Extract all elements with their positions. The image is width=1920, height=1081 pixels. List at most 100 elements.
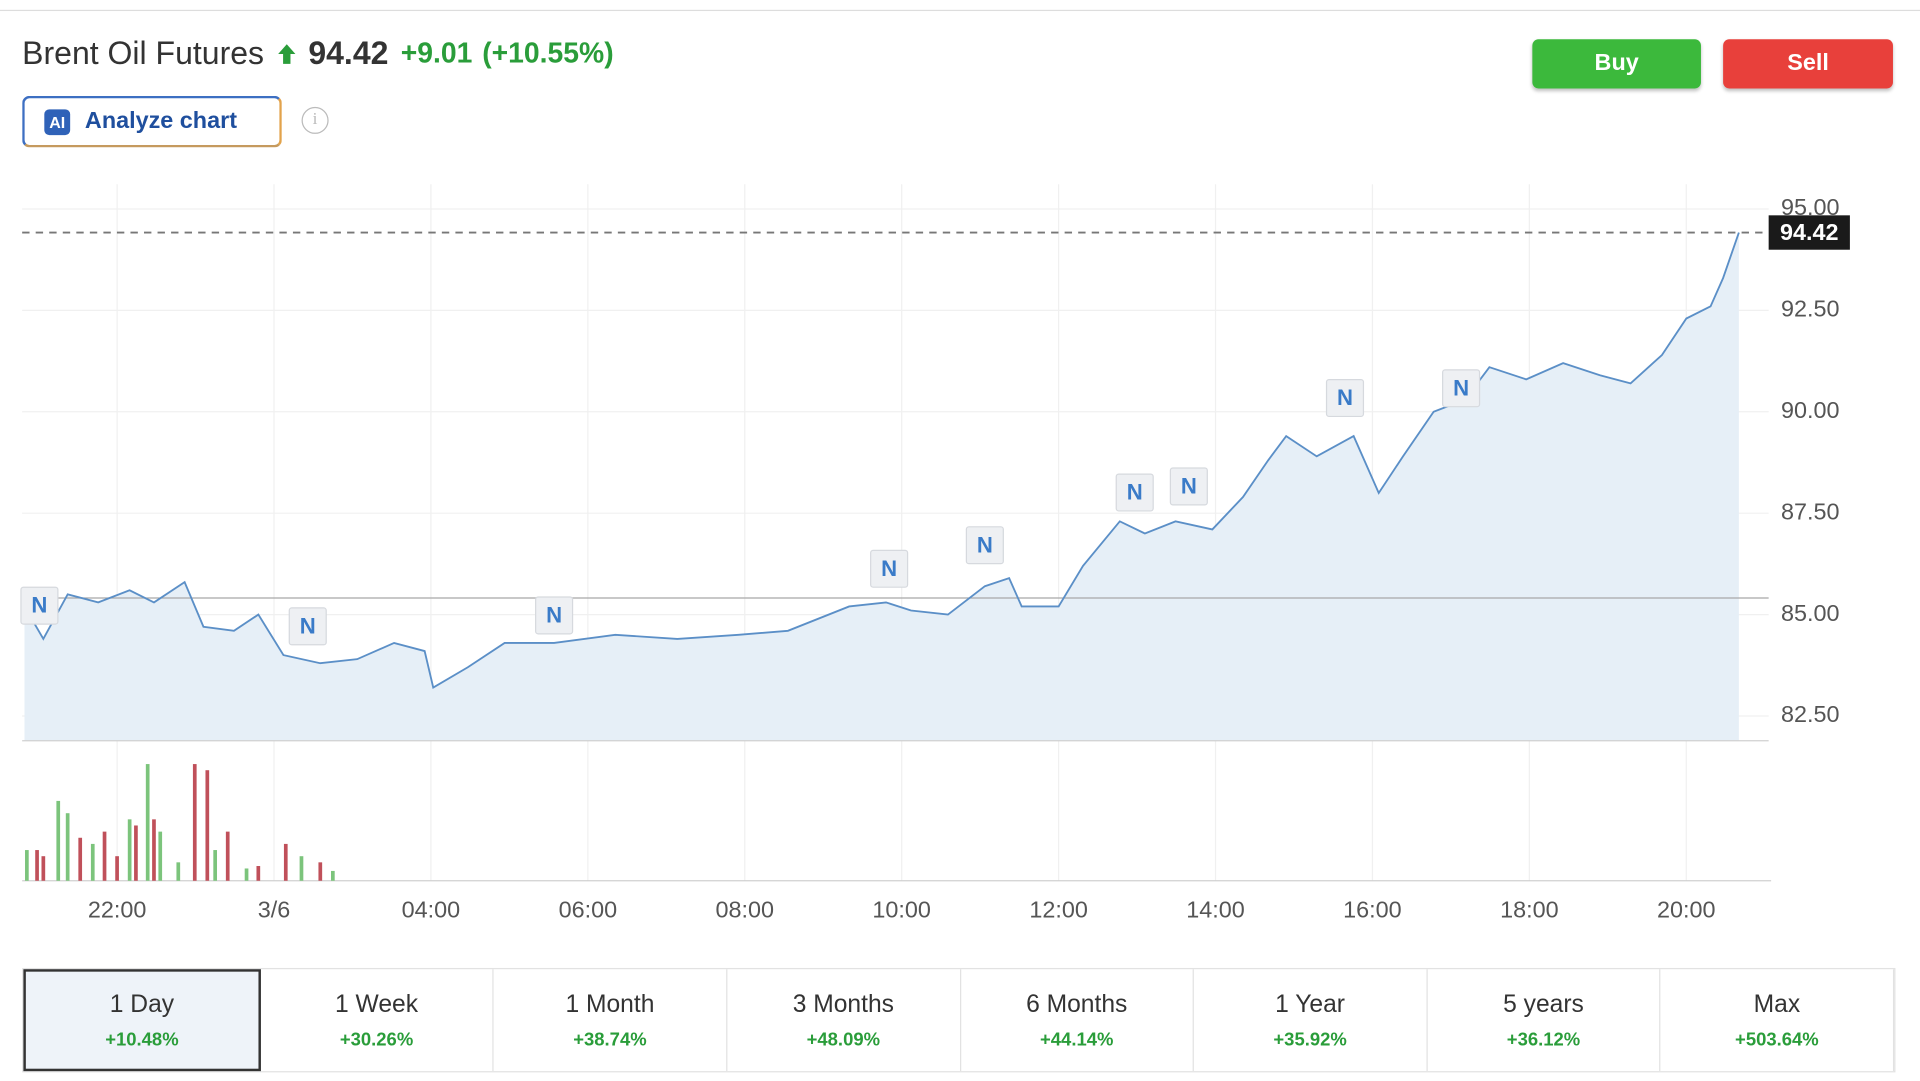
period-tab[interactable]: 6 Months +44.14%	[961, 969, 1195, 1072]
volume-bar	[244, 868, 249, 881]
volume-bar	[299, 856, 304, 881]
divider	[0, 9, 1920, 12]
y-tick-label: 85.00	[1781, 600, 1840, 626]
period-label: 3 Months	[792, 990, 894, 1018]
info-icon[interactable]: i	[301, 106, 329, 134]
volume-bar	[331, 870, 335, 881]
period-label: 1 Day	[109, 990, 175, 1018]
y-tick-label: 87.50	[1781, 498, 1840, 524]
period-tab[interactable]: 1 Week +30.26%	[260, 969, 494, 1072]
volume-bar	[35, 850, 39, 881]
x-tick-label: 12:00	[1029, 897, 1088, 923]
volume-bar	[192, 764, 197, 881]
price-line	[23, 232, 1740, 689]
change-pct: (+10.55%)	[482, 36, 614, 69]
volume-bar	[115, 856, 119, 881]
volume-bar	[102, 831, 107, 881]
news-marker-label: N	[546, 602, 562, 627]
period-label: 1 Week	[335, 990, 419, 1018]
period-change: +36.12%	[1506, 1028, 1581, 1050]
volume-bar	[318, 862, 323, 881]
news-marker[interactable]	[20, 586, 59, 625]
period-label: Max	[1753, 990, 1801, 1018]
up-arrow	[277, 43, 295, 64]
period-change: +503.64%	[1735, 1028, 1819, 1050]
news-marker[interactable]	[535, 596, 574, 635]
period-change: +35.92%	[1273, 1028, 1347, 1050]
period-tab[interactable]: 1 Month +38.74%	[494, 969, 728, 1072]
period-label: 5 years	[1503, 990, 1584, 1018]
news-marker[interactable]	[1442, 369, 1481, 408]
period-change: +48.09%	[806, 1028, 881, 1050]
chart: 22:00 3/6 04:00 06:00 08:00 10:00 12:00 14:00 16…	[20, 184, 1850, 923]
news-marker[interactable]	[870, 549, 909, 588]
volume-bar	[145, 764, 150, 881]
period-label: 1 Month	[565, 990, 655, 1018]
news-marker-label: N	[300, 613, 316, 638]
period-tab[interactable]: 5 years +36.12%	[1427, 969, 1661, 1072]
x-tick-label: 16:00	[1343, 897, 1402, 923]
period-tab[interactable]: 3 Months +48.09%	[727, 969, 961, 1072]
volume-bar	[25, 850, 29, 881]
period-tab[interactable]: Max +503.64%	[1661, 969, 1895, 1072]
x-tick-label: 18:00	[1500, 897, 1559, 923]
x-tick-label: 08:00	[716, 897, 775, 923]
volume-bar	[213, 850, 218, 881]
analyze-label: Analyze chart	[84, 108, 237, 134]
news-marker-label: N	[31, 593, 47, 618]
news-marker[interactable]	[965, 526, 1004, 565]
y-tick-label: 82.50	[1781, 701, 1840, 727]
x-tick-label: 14:00	[1186, 897, 1245, 923]
volume-bar	[152, 819, 156, 881]
header: Brent Oil Futures 94.42 +9.01 (+10.55%)	[22, 34, 613, 72]
period-change: +44.14%	[1040, 1028, 1114, 1050]
period-label: 6 Months	[1026, 990, 1128, 1018]
period-change: +10.48%	[105, 1028, 179, 1050]
period-tab[interactable]: 1 Year +35.92%	[1194, 969, 1428, 1072]
analyze-button[interactable]: AI Analyze chart	[22, 95, 282, 148]
ai-badge: AI	[44, 108, 71, 135]
y-tick-label: 90.00	[1781, 397, 1840, 423]
news-marker[interactable]	[288, 607, 327, 646]
area	[24, 232, 1739, 741]
news-marker-label: N	[1181, 474, 1197, 499]
x-tick-label: 10:00	[872, 897, 931, 923]
volume-bar	[225, 831, 230, 881]
x-tick-label: 04:00	[402, 897, 461, 923]
volume-bar	[158, 831, 163, 881]
current-price-tag	[1768, 215, 1850, 250]
x-tick-label: 22:00	[88, 897, 147, 923]
volume-bar	[283, 843, 288, 881]
volume-bar	[78, 837, 83, 881]
period-label: 1 Year	[1275, 990, 1346, 1018]
volume-bar	[41, 856, 46, 881]
x-tick-label: 20:00	[1657, 897, 1716, 923]
volume-bar	[90, 843, 95, 881]
news-marker-label: N	[1337, 385, 1353, 410]
x-tick-label: 06:00	[559, 897, 618, 923]
news-marker[interactable]	[1169, 467, 1208, 506]
news-marker-label: N	[881, 556, 897, 581]
volume-bar	[127, 819, 132, 881]
y-tick-label: 92.50	[1781, 296, 1840, 322]
news-marker-label: N	[1453, 375, 1469, 400]
instrument-title: Brent Oil Futures	[22, 34, 265, 72]
period-change: +30.26%	[339, 1028, 414, 1050]
period-tab[interactable]: 1 Day +10.48%	[23, 969, 261, 1072]
volume-bar	[256, 866, 261, 881]
price: 94.42	[308, 34, 389, 72]
news-marker[interactable]	[1325, 378, 1365, 418]
change: +9.01	[400, 36, 473, 69]
sell-button[interactable]: Sell	[1723, 39, 1893, 89]
volume-bar	[56, 800, 61, 881]
current-price-label: 94.42	[1780, 219, 1839, 245]
buy-button[interactable]: Buy	[1532, 39, 1701, 89]
volume-bar	[134, 825, 138, 881]
news-marker[interactable]	[1115, 473, 1154, 512]
news-marker-label: N	[977, 532, 993, 557]
period-change: +38.74%	[573, 1028, 647, 1050]
volume-bar	[205, 770, 210, 881]
volume-bar	[65, 813, 70, 881]
